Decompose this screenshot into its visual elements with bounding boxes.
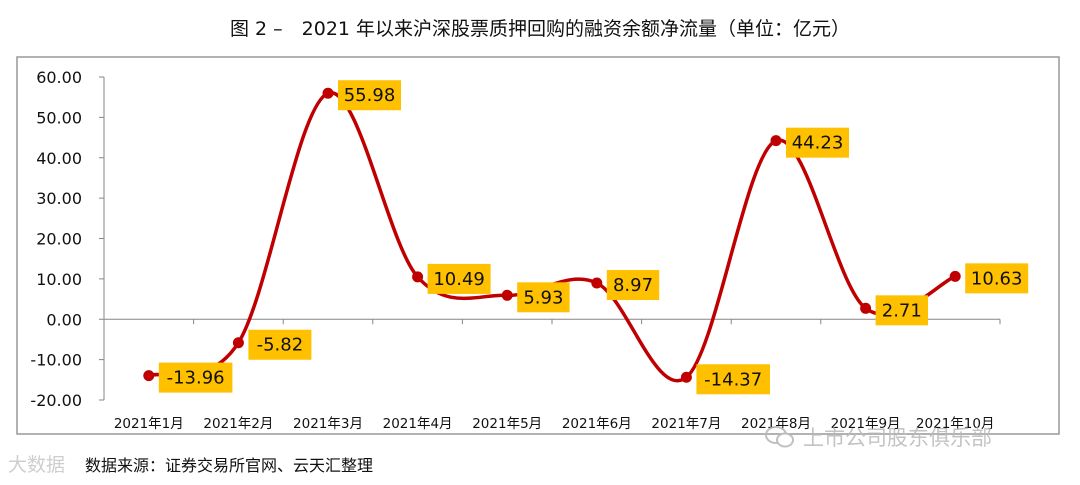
data-point <box>322 87 334 99</box>
data-label-box <box>517 282 570 313</box>
data-label-text: 55.98 <box>344 85 396 106</box>
data-point <box>232 337 244 349</box>
y-tick-label: 50.00 <box>36 108 82 127</box>
y-tick-label: -10.00 <box>30 351 82 370</box>
data-label-box <box>875 295 928 326</box>
data-label: 10.63 <box>965 263 1029 294</box>
data-label-text: -5.82 <box>257 335 304 356</box>
data-label-text: -14.37 <box>704 369 762 390</box>
y-tick-label: 20.00 <box>36 230 82 249</box>
y-tick-label: 30.00 <box>36 189 82 208</box>
series-line <box>148 91 956 383</box>
data-label: -14.37 <box>696 364 770 395</box>
y-tick-label: -20.00 <box>30 391 82 410</box>
y-axis: 60.00 50.00 40.00 30.00 20.00 10.00 0.00 -10.00… <box>30 68 105 410</box>
watermark-left: 大数据 <box>8 450 65 477</box>
y-tick-label: 60.00 <box>36 68 82 87</box>
data-label: 2.71 <box>875 295 928 326</box>
data-label-box <box>427 263 491 294</box>
watermark-right-text: 上市公司股东俱乐部 <box>803 426 992 450</box>
y-tick-label: 0.00 <box>46 310 82 329</box>
data-source-note: 数据来源：证券交易所官网、云天汇整理 <box>85 456 374 475</box>
x-tick-label: 2021年2月 <box>203 416 273 432</box>
data-points <box>143 87 961 383</box>
data-label-box <box>965 263 1029 294</box>
data-label-text: 44.23 <box>792 133 844 154</box>
x-tick-label: 2021年1月 <box>114 416 184 432</box>
data-point <box>412 271 424 283</box>
data-label: 55.98 <box>338 80 401 111</box>
data-point <box>680 371 692 383</box>
x-tick-label: 2021年4月 <box>383 416 453 432</box>
data-label-text: 8.97 <box>613 275 653 296</box>
data-label-text: 10.49 <box>433 269 485 290</box>
y-tick-label: 40.00 <box>36 149 82 168</box>
data-label-box <box>248 329 312 360</box>
data-label: 5.93 <box>517 282 570 313</box>
x-tick-label: 2021年3月 <box>293 416 363 432</box>
y-tick-label: 10.00 <box>36 270 82 289</box>
data-label-box <box>158 362 233 393</box>
x-tick-label: 2021年9月 <box>831 416 901 432</box>
data-point <box>860 302 872 314</box>
watermark-right: 上市公司股东俱乐部 <box>765 422 992 452</box>
x-tick-label: 2021年7月 <box>651 416 721 432</box>
data-label-box <box>696 364 770 395</box>
data-label-box <box>338 80 401 111</box>
chart-title: 图 2 – 2021 年以来沪深股票质押回购的融资余额净流量（单位：亿元） <box>229 18 851 40</box>
wechat-icon <box>765 426 794 448</box>
data-point <box>143 370 155 382</box>
data-label-text: 10.63 <box>971 268 1023 289</box>
x-tick-label: 2021年6月 <box>562 416 632 432</box>
data-point <box>949 270 961 282</box>
data-label: -13.96 <box>158 362 233 393</box>
data-label: -5.82 <box>248 329 312 360</box>
x-tick-label: 2021年8月 <box>741 416 811 432</box>
x-axis: 2021年1月 2021年2月 2021年3月 2021年4月 2021年5月 2021年… <box>103 318 1001 432</box>
data-label-text: 5.93 <box>523 287 563 308</box>
data-label-text: 2.71 <box>882 300 922 321</box>
data-label: 10.49 <box>427 263 491 294</box>
data-label-box <box>606 270 660 301</box>
data-point <box>591 277 603 289</box>
data-label: 44.23 <box>786 127 849 158</box>
watermark-left-text: 大数据 <box>8 454 66 476</box>
data-point <box>770 135 782 147</box>
data-label: 8.97 <box>606 270 660 301</box>
data-label-box <box>786 127 849 158</box>
x-tick-label: 2021年10月 <box>916 416 995 432</box>
x-tick-label: 2021年5月 <box>472 416 542 432</box>
data-point <box>501 289 513 301</box>
series-path <box>148 91 956 383</box>
data-labels: -13.96 -5.82 55.98 10.49 5.93 8.97 -14.37 44.23… <box>158 80 1029 395</box>
data-label-text: -13.96 <box>167 368 225 389</box>
